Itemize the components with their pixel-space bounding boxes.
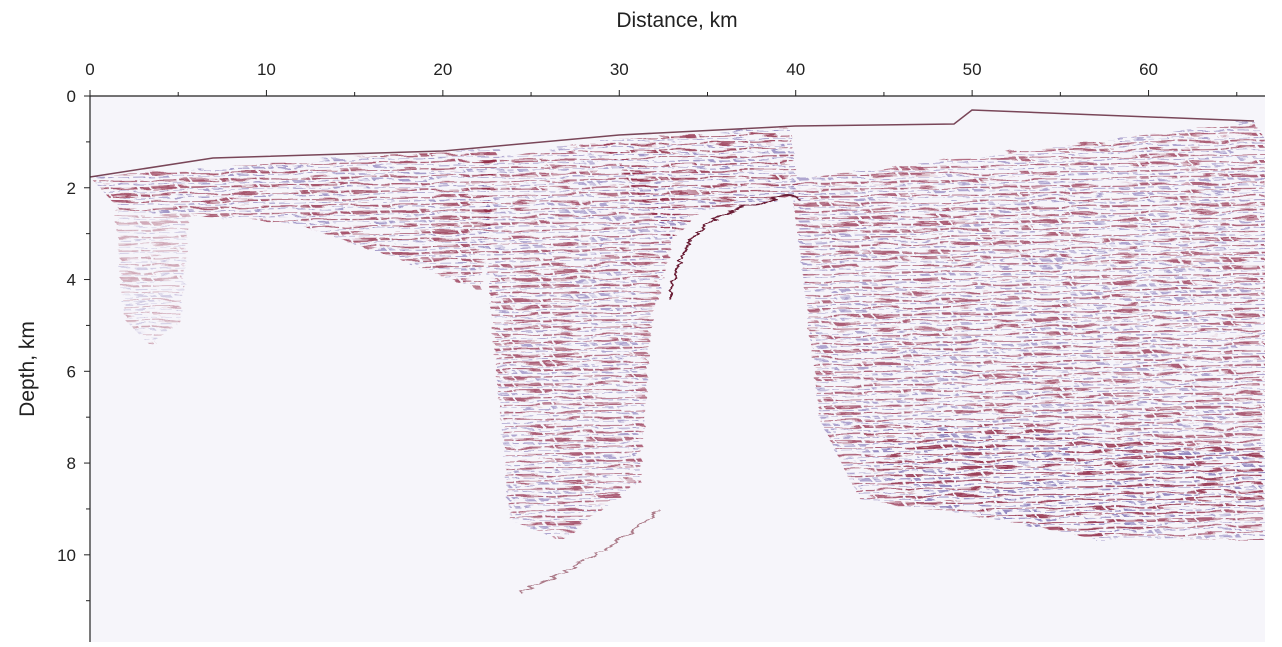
y-tick-label: 10 [57,546,76,565]
y-tick-label: 8 [67,454,76,473]
page: 0 10 20 30 40 50 60 0 2 4 6 8 10 Distance, km Depth,… [0,0,1282,642]
chart: 0 10 20 30 40 50 60 0 2 4 6 8 10 Distance, km Depth,… [0,0,1282,642]
x-tick-label: 30 [610,60,629,79]
y-axis-title: Depth, km [16,321,39,417]
x-tick-label: 0 [85,60,94,79]
x-tick-label: 60 [1139,60,1158,79]
y-tick-label: 0 [67,87,76,106]
y-tick-label: 2 [67,179,76,198]
y-tick-label: 6 [67,362,76,381]
x-tick-label: 10 [257,60,276,79]
x-tick-label: 40 [786,60,805,79]
y-tick-label: 4 [67,271,76,290]
x-tick-label: 20 [433,60,452,79]
x-tick-label: 50 [963,60,982,79]
x-axis-title: Distance, km [616,9,737,32]
